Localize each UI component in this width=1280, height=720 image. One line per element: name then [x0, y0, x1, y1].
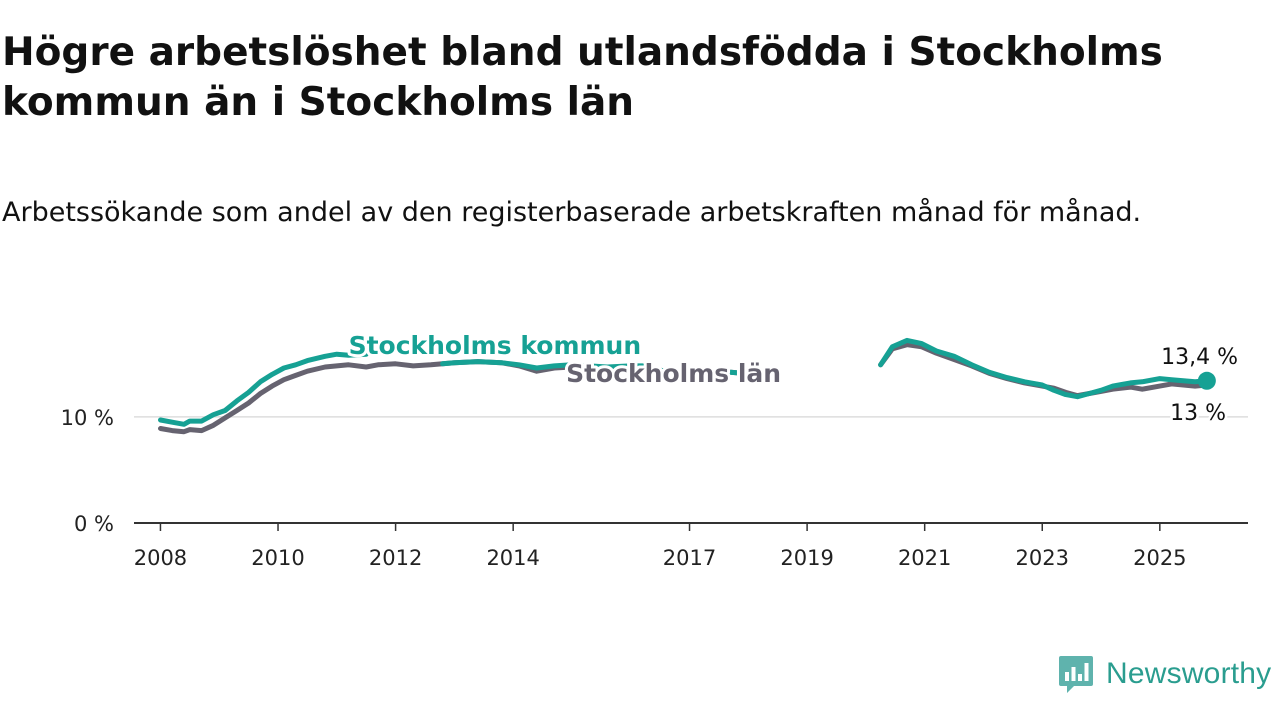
end-point-stockholms-kommun	[1197, 371, 1216, 390]
newsworthy-logo-icon	[1059, 656, 1093, 693]
x-tick-label: 2010	[251, 546, 304, 570]
series-layer	[158, 337, 1216, 435]
end-label-stockholms-lan: 13 %	[1170, 401, 1226, 426]
y-tick-label: 10 %	[61, 406, 114, 430]
chart-title: Högre arbetslöshet bland utlandsfödda i …	[2, 30, 1163, 125]
x-tick-label: 2017	[663, 546, 716, 570]
y-tick-label: 0 %	[74, 512, 114, 536]
series-line-stockholms-kommun	[440, 359, 757, 377]
series-label-stockholms-län: Stockholms län	[566, 359, 781, 388]
line-chart: 0 % 10 % 2008 2010 2012 2014 2017 2019 2021 2023 2…	[60, 328, 1248, 570]
x-tick-label: 2019	[780, 546, 833, 570]
chart-subtitle: Arbetssökande som andel av den registerb…	[2, 197, 1142, 228]
x-tick-label: 2012	[369, 546, 422, 570]
x-tick-label: 2025	[1133, 546, 1186, 570]
end-label-stockholms-kommun: 13,4 %	[1161, 345, 1238, 370]
x-tick-label: 2021	[898, 546, 951, 570]
x-tick-label: 2023	[1016, 546, 1069, 570]
axis-layer: 0 % 10 % 2008 2010 2012 2014 2017 2019 2021 2023 2…	[61, 406, 1248, 570]
brand-name: Newsworthy	[1106, 657, 1272, 690]
x-tick-label: 2014	[486, 546, 539, 570]
x-tick-label: 2008	[134, 546, 187, 570]
series-line-stockholms-kommun	[158, 351, 369, 427]
series-label-stockholms-kommun: Stockholms kommun	[349, 331, 642, 360]
newsworthy-brand: Newsworthy	[1058, 654, 1271, 694]
series-line-stockholms-kommun	[878, 337, 1210, 400]
